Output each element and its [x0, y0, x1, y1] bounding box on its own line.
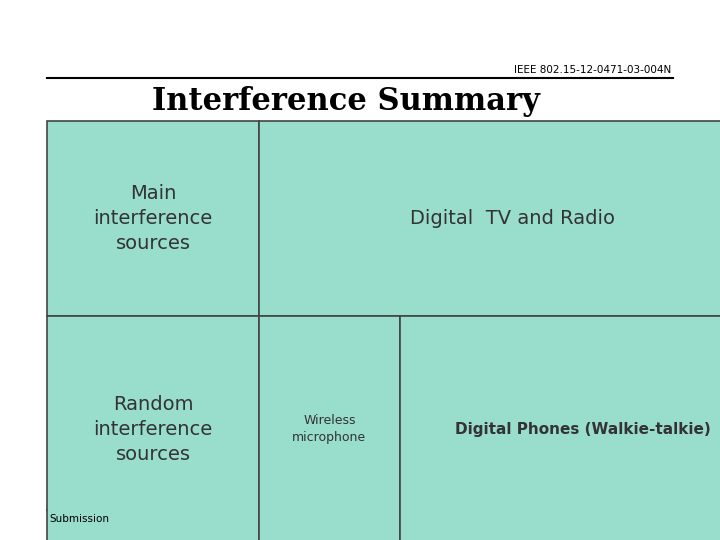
- Text: Main
interference
sources: Main interference sources: [94, 184, 212, 253]
- Text: Digital  TV and Radio: Digital TV and Radio: [410, 209, 616, 228]
- Text: Random
interference
sources: Random interference sources: [94, 395, 212, 464]
- Text: Interference Summary: Interference Summary: [152, 86, 539, 117]
- Text: Wireless
microphone: Wireless microphone: [292, 414, 366, 444]
- Text: Digital Phones (Walkie-talkie): Digital Phones (Walkie-talkie): [455, 422, 711, 437]
- Bar: [47, 122, 259, 316]
- Bar: [259, 316, 400, 540]
- Text: Submission: Submission: [49, 514, 109, 524]
- Text: IEEE 802.15-12-0471-03-004N: IEEE 802.15-12-0471-03-004N: [514, 64, 671, 75]
- Bar: [47, 316, 259, 540]
- Bar: [259, 122, 720, 316]
- Bar: [400, 316, 720, 540]
